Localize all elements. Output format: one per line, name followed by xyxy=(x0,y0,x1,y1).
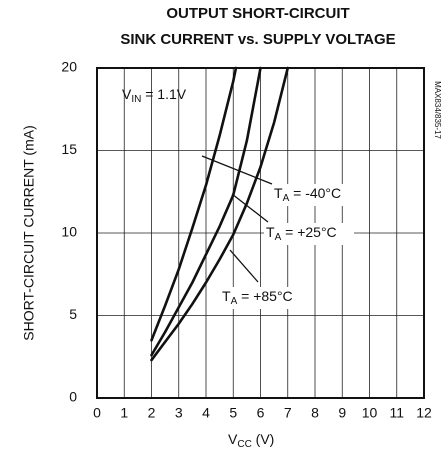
label-bg xyxy=(220,287,310,309)
curve xyxy=(150,66,290,362)
label-rest: = 1.1V xyxy=(141,86,186,102)
x-tick-label: 1 xyxy=(120,405,128,421)
label-rest: = -40°C xyxy=(289,185,341,201)
y-tick-label: 20 xyxy=(61,59,77,75)
arrow xyxy=(229,249,259,283)
x-tick-label: 6 xyxy=(257,405,265,421)
label-rest: = +25°C xyxy=(281,224,336,240)
y-axis-label: SHORT-CIRCUIT CURRENT (mA) xyxy=(21,125,37,340)
label-main: T xyxy=(274,185,283,201)
label-main: V xyxy=(228,431,238,447)
x-axis-label: VCC (V) xyxy=(228,431,274,450)
x-tick-label: 11 xyxy=(389,405,404,421)
label-sub: CC xyxy=(237,439,251,450)
y-tick-label: 0 xyxy=(69,389,77,405)
x-tick-label: 10 xyxy=(362,405,378,421)
annotation: VIN = 1.1V xyxy=(122,86,187,105)
label-main: T xyxy=(222,288,231,304)
curve xyxy=(150,66,262,357)
x-tick-label: 0 xyxy=(93,405,101,421)
label-main: T xyxy=(266,224,275,240)
y-tick-label: 5 xyxy=(69,306,77,322)
x-tick-label: 12 xyxy=(416,405,432,421)
x-tick-label: 2 xyxy=(148,405,156,421)
curve xyxy=(150,66,238,342)
annotation: TA = -40°C xyxy=(274,185,341,204)
label-rest: = +85°C xyxy=(237,288,292,304)
label-bg xyxy=(264,223,354,245)
label-rest: (V) xyxy=(252,431,275,447)
y-tick-label: 10 xyxy=(61,224,77,240)
label-bg xyxy=(272,184,362,206)
annotation: TA = +25°C xyxy=(266,224,337,243)
annotation: TA = +85°C xyxy=(222,288,293,307)
x-tick-label: 3 xyxy=(175,405,183,421)
side-note: MAX834/835-17 xyxy=(433,81,442,139)
chart-title: OUTPUT SHORT-CIRCUIT xyxy=(166,5,349,22)
x-tick-label: 7 xyxy=(284,405,292,421)
arrow xyxy=(231,193,269,223)
label-sub: IN xyxy=(131,94,141,105)
x-tick-label: 9 xyxy=(338,405,346,421)
label-sub: A xyxy=(283,193,290,204)
x-tick-label: 4 xyxy=(202,405,210,421)
label-main: V xyxy=(122,86,132,102)
label-sub: A xyxy=(275,232,282,243)
label-sub: A xyxy=(231,296,238,307)
y-tick-label: 15 xyxy=(61,141,77,157)
x-tick-label: 8 xyxy=(311,405,319,421)
chart-title: SINK CURRENT vs. SUPPLY VOLTAGE xyxy=(120,31,395,48)
x-tick-label: 5 xyxy=(229,405,237,421)
